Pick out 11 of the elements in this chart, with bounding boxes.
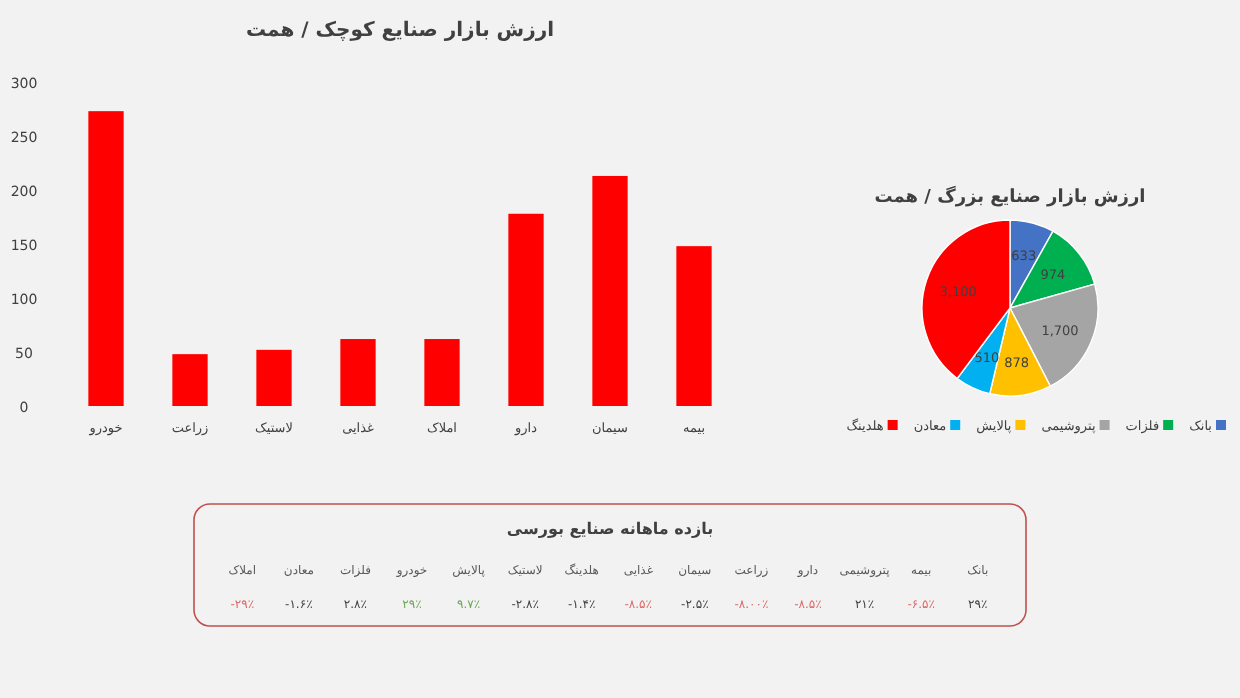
chart-title: ارزش بازار صنایع کوچک / همت: [245, 20, 555, 42]
bar: [424, 339, 460, 406]
bar: [340, 339, 376, 406]
bar: [88, 111, 124, 406]
bar: [592, 175, 628, 406]
bar: [256, 349, 292, 406]
chart-title: ارزش بازار صنایع بزرگ / همت: [874, 184, 1146, 208]
text: بازده ماهانه صنایع بورسی: [506, 520, 714, 538]
bar: [172, 354, 208, 406]
bar: [508, 213, 544, 406]
bar: [676, 246, 712, 406]
